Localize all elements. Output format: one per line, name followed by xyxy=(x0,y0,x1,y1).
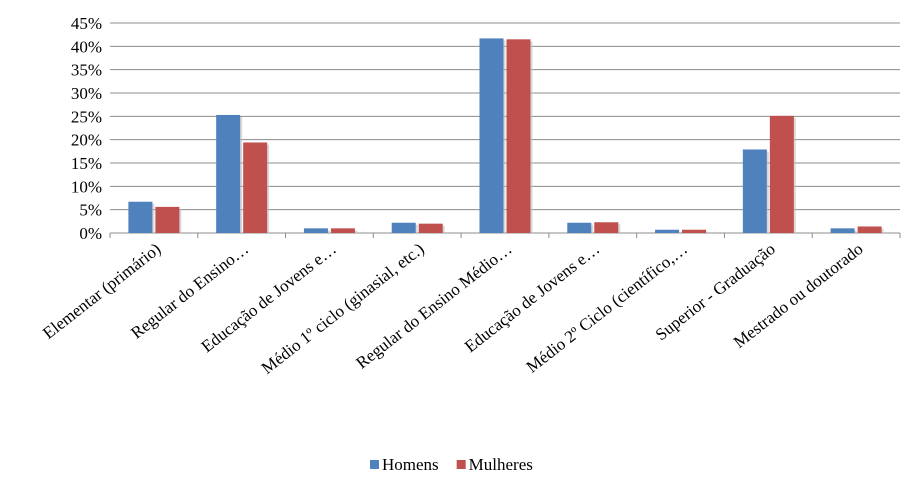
y-tick-label: 30% xyxy=(71,84,102,103)
bar-mulheres-0 xyxy=(155,206,180,233)
legend-label-mulheres: Mulheres xyxy=(469,455,533,474)
bar-mulheres-3 xyxy=(418,223,443,233)
y-tick-label: 40% xyxy=(71,37,102,56)
bars xyxy=(128,38,884,234)
y-tick-label: 45% xyxy=(71,14,102,33)
bar-homens-6 xyxy=(655,229,680,233)
y-tick-label: 25% xyxy=(71,107,102,126)
legend: Homens Mulheres xyxy=(370,455,533,474)
bar-mulheres-8 xyxy=(857,226,882,233)
bar-mulheres-6 xyxy=(682,229,707,233)
y-tick-label: 5% xyxy=(79,201,102,220)
y-axis-ticks: 0% 5% 10% 15% 20% 25% 30% 35% 40% 45% xyxy=(71,14,102,243)
y-tick-label: 10% xyxy=(71,177,102,196)
bar-homens-7 xyxy=(742,149,767,233)
y-tick-label: 15% xyxy=(71,154,102,173)
bar-homens-8 xyxy=(830,228,855,233)
bar-homens-3 xyxy=(391,222,416,233)
x-axis-category-labels: Elementar (primário)Regular do Ensino…Ed… xyxy=(39,239,866,378)
legend-swatch-homens xyxy=(370,460,379,469)
x-category-label: Médio 1º ciclo (ginasial, etc.) xyxy=(258,239,428,378)
bar-homens-1 xyxy=(216,114,241,233)
bar-mulheres-2 xyxy=(330,228,355,233)
bar-mulheres-1 xyxy=(243,142,268,233)
bar-mulheres-7 xyxy=(769,115,794,233)
bar-homens-0 xyxy=(128,201,153,233)
x-axis xyxy=(109,233,901,238)
y-tick-label: 20% xyxy=(71,131,102,150)
bar-homens-2 xyxy=(303,228,328,233)
legend-swatch-mulheres xyxy=(456,460,466,469)
bar-homens-4 xyxy=(479,38,504,234)
y-tick-label: 0% xyxy=(79,224,102,243)
x-category-label: Médio 2º Ciclo (científico,… xyxy=(523,239,691,376)
bar-mulheres-4 xyxy=(506,39,531,234)
y-tick-label: 35% xyxy=(71,61,102,80)
bar-homens-5 xyxy=(567,222,592,233)
legend-label-homens: Homens xyxy=(382,455,439,474)
x-category-label: Regular do Ensino Médio… xyxy=(352,239,515,372)
bar-mulheres-5 xyxy=(594,222,619,233)
